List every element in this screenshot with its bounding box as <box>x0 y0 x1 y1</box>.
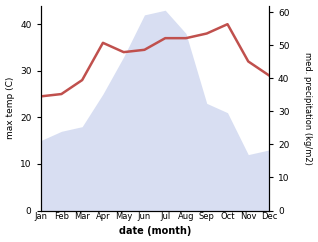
Y-axis label: med. precipitation (kg/m2): med. precipitation (kg/m2) <box>303 52 313 165</box>
Y-axis label: max temp (C): max temp (C) <box>5 77 15 139</box>
X-axis label: date (month): date (month) <box>119 227 191 236</box>
